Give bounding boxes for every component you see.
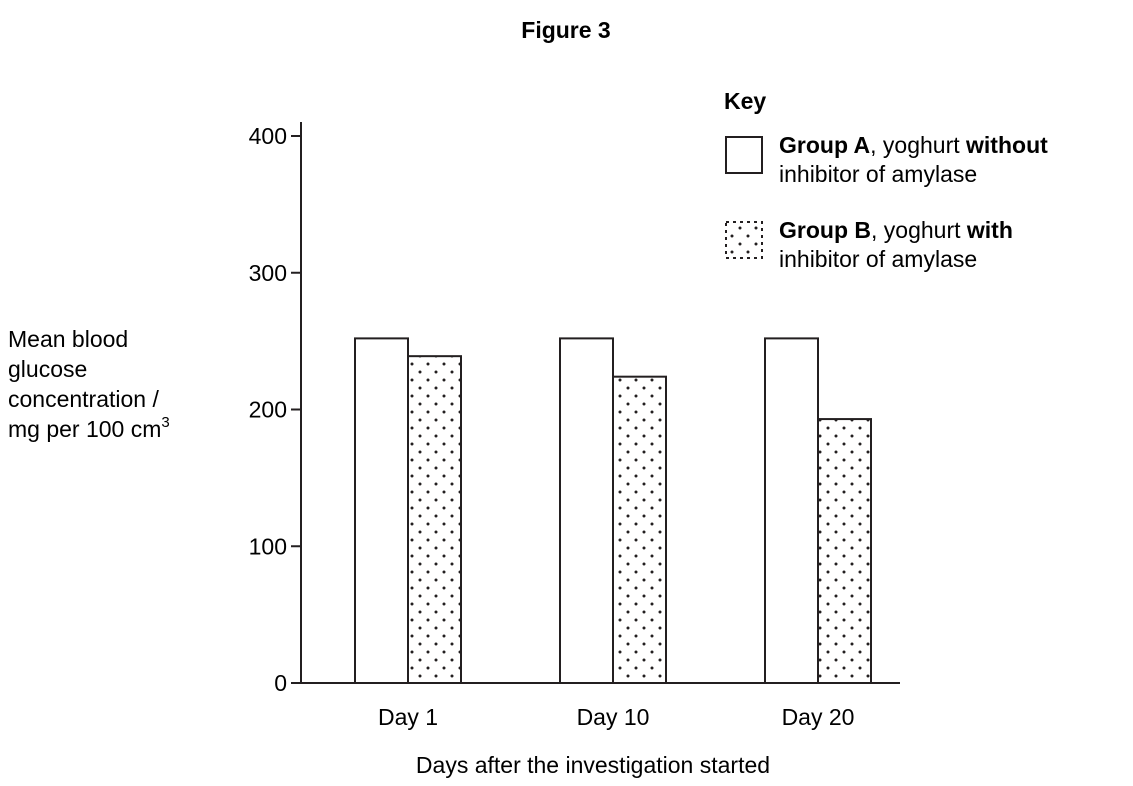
x-axis: Day 1 Day 10 Day 20	[291, 682, 900, 730]
legend-swatch-group-b	[725, 221, 763, 259]
y-axis-title: Mean blood glucose concentration / mg pe…	[8, 326, 170, 442]
y-axis-title-line-4: mg per 100 cm3	[8, 414, 170, 442]
legend-swatch-group-a	[725, 136, 763, 174]
y-axis-title-unit: mg per 100 cm	[8, 416, 161, 442]
bar-group-b-day-10	[612, 375, 667, 684]
y-axis-title-line-1: Mean blood	[8, 326, 128, 352]
legend-item-group-b-line-1: Group B, yoghurt with	[779, 217, 1013, 243]
y-tick-label: 200	[249, 397, 287, 423]
y-axis-title-line-2: glucose	[8, 356, 87, 382]
x-category-label: Day 20	[782, 704, 855, 730]
legend-group-b-name: Group B	[779, 217, 871, 243]
legend-group-a-text: , yoghurt	[870, 132, 966, 158]
x-axis-title: Days after the investigation started	[416, 752, 770, 778]
legend-item-group-a-line-2: inhibitor of amylase	[779, 161, 977, 187]
y-tick-label: 300	[249, 260, 287, 286]
x-category-label: Day 1	[378, 704, 438, 730]
y-tick-label: 0	[274, 670, 287, 696]
y-axis-title-line-3: concentration /	[8, 386, 159, 412]
legend-title: Key	[724, 88, 766, 114]
y-axis: 0 100 200 300 400	[249, 122, 302, 696]
bars	[354, 337, 872, 684]
bar-group-b-day-1	[407, 355, 462, 684]
bar-group-a-day-1	[354, 337, 409, 684]
legend-item-group-a-line-1: Group A, yoghurt without	[779, 132, 1048, 158]
legend-item-group-b-line-2: inhibitor of amylase	[779, 246, 977, 272]
bar-group-a-day-20	[764, 337, 819, 684]
legend-group-b-emphasis: with	[966, 217, 1013, 243]
bar-group-b-day-20	[817, 418, 872, 684]
legend-group-b-text: , yoghurt	[871, 217, 967, 243]
x-category-label: Day 10	[577, 704, 650, 730]
legend-group-a-emphasis: without	[965, 132, 1048, 158]
y-tick-label: 400	[249, 123, 287, 149]
chart-title: Figure 3	[521, 17, 610, 43]
bar-group-a-day-10	[559, 337, 614, 684]
legend: Key Group A, yoghurt without inhibitor o…	[724, 88, 1048, 272]
y-tick-label: 100	[249, 533, 287, 559]
y-axis-title-superscript: 3	[161, 414, 169, 431]
legend-group-a-name: Group A	[779, 132, 870, 158]
